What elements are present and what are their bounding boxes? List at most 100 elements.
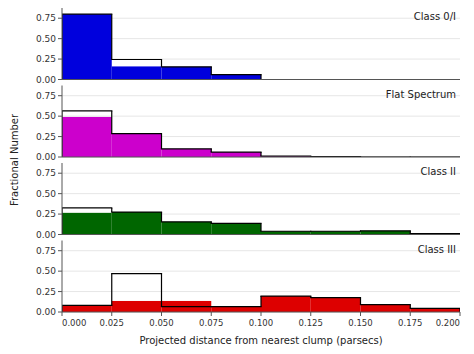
- marks: [62, 274, 460, 312]
- step-outline: [211, 74, 261, 75]
- step-riser: [111, 111, 112, 134]
- step-outline: [62, 305, 112, 306]
- step-outline: [361, 230, 411, 231]
- y-axis-line: [62, 8, 63, 80]
- chart: 0.000.250.500.75Class 0/I0.000.250.500.7…: [0, 0, 474, 354]
- x-tick-label: 0.025: [100, 318, 124, 328]
- x-tick-label: 0.175: [398, 318, 422, 328]
- y-tick-label: 0.25: [36, 54, 56, 64]
- step-outline: [311, 297, 361, 298]
- step-outline: [162, 221, 212, 222]
- bar: [62, 117, 112, 157]
- step-outline: [361, 304, 411, 305]
- y-axis-line: [62, 86, 63, 158]
- x-tick-label: 0.125: [299, 318, 323, 328]
- y-axis-label: Fractional Number: [9, 113, 20, 206]
- y-tick-label: 0.00: [36, 152, 56, 162]
- step-outline: [311, 231, 361, 232]
- panel: 0.000.250.500.750.0000.0250.0500.0750.10…: [36, 241, 460, 329]
- x-tick-label: 0.050: [149, 318, 173, 328]
- step-riser: [260, 296, 261, 307]
- step-outline: [112, 59, 162, 60]
- y-tick-label: 0.25: [36, 132, 56, 142]
- grid-line: [62, 59, 460, 60]
- y-tick-label: 0.00: [36, 75, 56, 85]
- marks: [62, 14, 460, 79]
- bar: [211, 223, 261, 234]
- x-tick-label: 0.200: [436, 318, 460, 328]
- x-tick: [360, 312, 361, 316]
- step-outline: [162, 66, 212, 67]
- grid-line: [62, 271, 460, 272]
- step-riser: [161, 134, 162, 149]
- grid-line: [62, 116, 460, 117]
- step-riser: [111, 274, 112, 306]
- bar: [62, 305, 112, 312]
- panel-label: Class 0/I: [414, 11, 456, 22]
- step-outline: [162, 306, 212, 307]
- step-outline: [112, 273, 162, 274]
- step-outline: [112, 211, 162, 212]
- bar: [112, 212, 162, 234]
- y-tick-label: 0.50: [36, 34, 56, 44]
- y-tick: [58, 18, 62, 19]
- bar: [311, 298, 361, 312]
- y-tick: [58, 79, 62, 80]
- grid-line: [62, 18, 460, 19]
- y-tick: [58, 312, 62, 313]
- step-outline: [112, 133, 162, 134]
- x-tick: [410, 312, 411, 316]
- bar: [410, 308, 460, 312]
- step-outline: [261, 295, 311, 296]
- bar: [112, 301, 162, 312]
- y-tick: [58, 250, 62, 251]
- y-axis-line: [62, 163, 63, 235]
- x-tick: [310, 312, 311, 316]
- marks: [62, 208, 460, 235]
- step-outline: [162, 148, 212, 149]
- x-tick-label: 0.000: [62, 318, 86, 328]
- x-axis-line: [62, 157, 460, 158]
- step-riser: [260, 223, 261, 231]
- y-tick-label: 0.50: [36, 111, 56, 121]
- y-tick-label: 0.50: [36, 266, 56, 276]
- step-riser: [260, 152, 261, 156]
- bar: [62, 14, 112, 79]
- y-axis-line: [62, 241, 63, 313]
- y-tick-label: 0.75: [36, 168, 56, 178]
- y-tick-label: 0.00: [36, 230, 56, 240]
- bar: [112, 134, 162, 157]
- x-axis-line: [62, 79, 460, 80]
- y-tick: [58, 234, 62, 235]
- y-tick: [58, 271, 62, 272]
- x-tick: [211, 312, 212, 316]
- x-tick: [111, 312, 112, 316]
- bar: [162, 149, 212, 157]
- step-riser: [161, 212, 162, 222]
- bar: [62, 213, 112, 235]
- x-axis-label: Projected distance from nearest clump (p…: [139, 335, 382, 346]
- y-tick: [58, 291, 62, 292]
- bar: [361, 305, 411, 312]
- x-tick-label: 0.150: [348, 318, 372, 328]
- step-riser: [111, 14, 112, 59]
- bar: [211, 307, 261, 312]
- step-riser: [211, 67, 212, 75]
- y-tick: [58, 193, 62, 194]
- grid-line: [62, 173, 460, 174]
- step-outline: [211, 223, 261, 224]
- bar: [162, 67, 212, 80]
- y-tick: [58, 157, 62, 158]
- marks: [62, 111, 460, 157]
- grid-line: [62, 193, 460, 194]
- y-tick-label: 0.25: [36, 209, 56, 219]
- step-outline: [410, 308, 460, 309]
- y-tick: [58, 116, 62, 117]
- bar: [261, 296, 311, 312]
- step-outline: [261, 231, 311, 232]
- step-outline: [211, 306, 261, 307]
- x-tick: [161, 312, 162, 316]
- x-tick-label: 0.100: [249, 318, 273, 328]
- step-riser: [459, 308, 460, 312]
- y-tick: [58, 59, 62, 60]
